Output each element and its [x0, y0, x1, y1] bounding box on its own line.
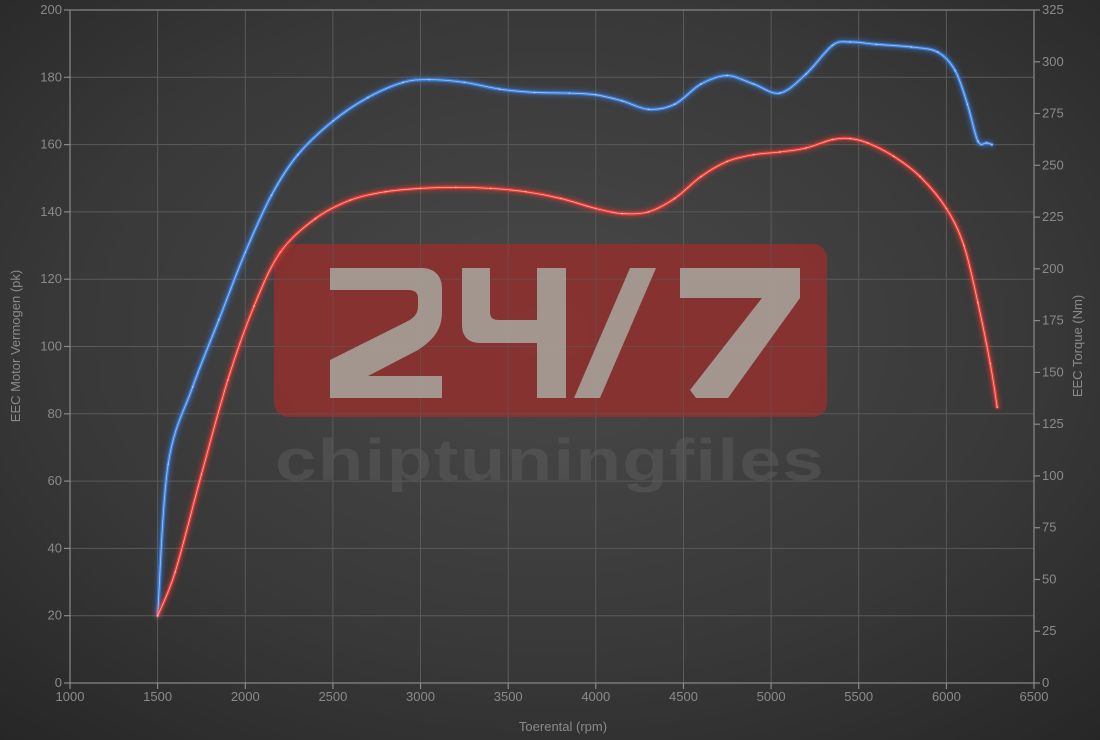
svg-text:1500: 1500 [143, 689, 172, 704]
svg-text:140: 140 [40, 204, 62, 219]
svg-text:5500: 5500 [844, 689, 873, 704]
svg-text:6500: 6500 [1020, 689, 1049, 704]
svg-text:100: 100 [40, 339, 62, 354]
svg-text:3000: 3000 [406, 689, 435, 704]
svg-text:0: 0 [1042, 675, 1049, 690]
svg-text:2000: 2000 [231, 689, 260, 704]
svg-text:2500: 2500 [318, 689, 347, 704]
svg-text:225: 225 [1042, 209, 1064, 224]
svg-text:250: 250 [1042, 157, 1064, 172]
svg-text:125: 125 [1042, 416, 1064, 431]
svg-text:4500: 4500 [669, 689, 698, 704]
svg-text:160: 160 [40, 137, 62, 152]
svg-text:120: 120 [40, 271, 62, 286]
svg-text:40: 40 [48, 540, 62, 555]
svg-text:275: 275 [1042, 106, 1064, 121]
svg-text:100: 100 [1042, 468, 1064, 483]
svg-text:25: 25 [1042, 623, 1056, 638]
svg-text:180: 180 [40, 69, 62, 84]
svg-text:60: 60 [48, 473, 62, 488]
svg-text:3500: 3500 [494, 689, 523, 704]
svg-text:1000: 1000 [56, 689, 85, 704]
svg-text:325: 325 [1042, 2, 1064, 17]
svg-text:175: 175 [1042, 313, 1064, 328]
svg-text:0: 0 [55, 675, 62, 690]
svg-text:300: 300 [1042, 54, 1064, 69]
svg-text:5000: 5000 [757, 689, 786, 704]
svg-text:20: 20 [48, 608, 62, 623]
svg-text:75: 75 [1042, 520, 1056, 535]
svg-text:50: 50 [1042, 572, 1056, 587]
svg-text:150: 150 [1042, 364, 1064, 379]
svg-text:200: 200 [40, 2, 62, 17]
svg-text:Toerental (rpm): Toerental (rpm) [519, 719, 607, 734]
svg-text:6000: 6000 [932, 689, 961, 704]
svg-text:EEC Torque (Nm): EEC Torque (Nm) [1070, 295, 1085, 397]
svg-text:4000: 4000 [581, 689, 610, 704]
svg-text:EEC Motor Vermogen (pk): EEC Motor Vermogen (pk) [8, 270, 23, 422]
svg-text:chiptuningfiles: chiptuningfiles [275, 428, 825, 493]
svg-text:80: 80 [48, 406, 62, 421]
svg-text:200: 200 [1042, 261, 1064, 276]
